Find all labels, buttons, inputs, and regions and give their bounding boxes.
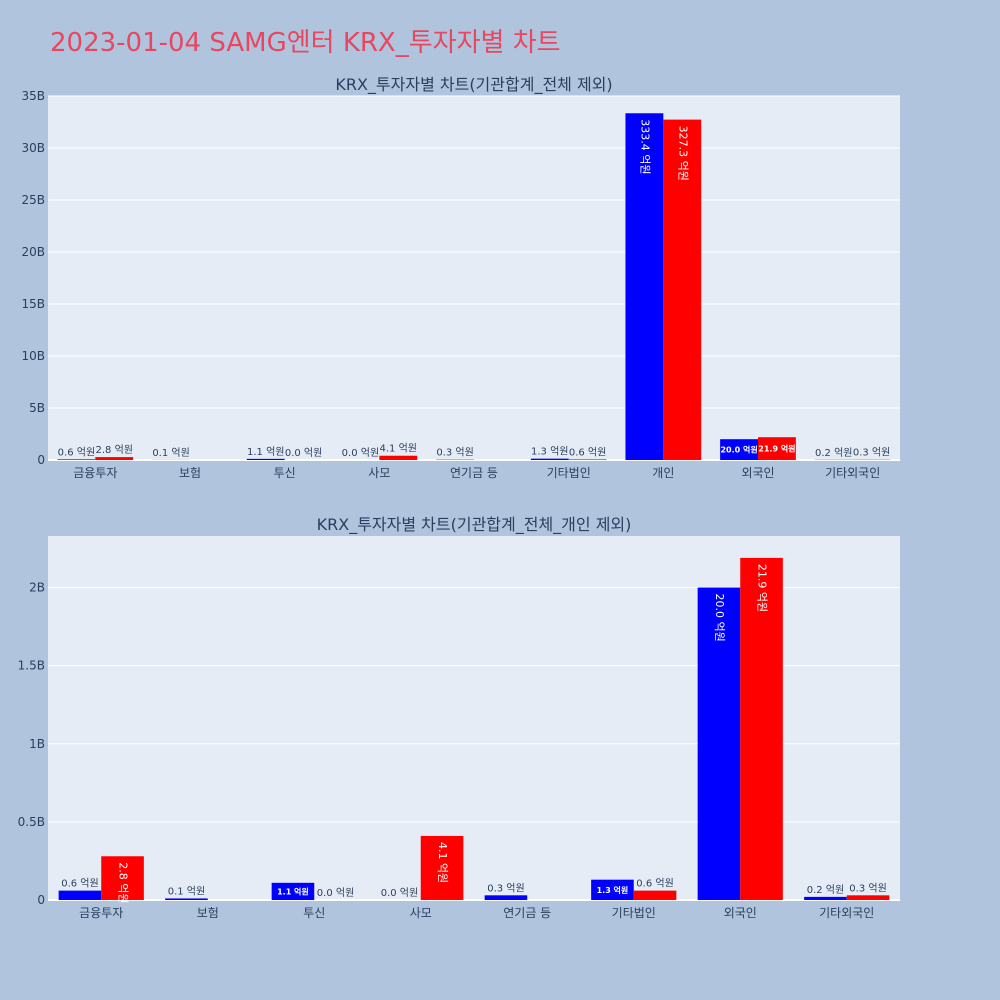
bar xyxy=(697,587,741,900)
chart-title: KRX_투자자별 차트(기관합계_전체_개인 제외) xyxy=(317,515,632,535)
y-tick-label: 30B xyxy=(21,141,45,155)
bar xyxy=(633,890,677,900)
y-tick-label: 0 xyxy=(37,453,45,467)
y-tick-label: 20B xyxy=(21,245,45,259)
x-tick-label: 기타외국인 xyxy=(825,466,880,480)
x-tick-label: 보험 xyxy=(179,466,201,480)
y-tick-label: 1.5B xyxy=(18,659,45,673)
data-label: 21.9 억원 xyxy=(756,564,769,612)
x-tick-label: 사모 xyxy=(410,906,432,920)
data-label: 0.6 억원 xyxy=(61,878,98,890)
y-tick-label: 0.5B xyxy=(18,815,45,829)
data-label: 0.0 억원 xyxy=(381,887,418,899)
data-label: 4.1 억원 xyxy=(436,842,449,883)
y-tick-label: 2B xyxy=(29,581,45,595)
y-tick-label: 10B xyxy=(21,349,45,363)
y-tick-label: 0 xyxy=(37,893,45,907)
data-label: 0.1 억원 xyxy=(168,885,205,897)
y-tick-label: 25B xyxy=(21,193,45,207)
data-label: 2.8 억원 xyxy=(96,444,133,456)
x-tick-label: 외국인 xyxy=(724,906,757,920)
bar xyxy=(591,879,634,900)
bar xyxy=(57,459,96,460)
x-tick-label: 투신 xyxy=(303,906,325,920)
x-tick-label: 개인 xyxy=(652,466,674,480)
data-label: 20.0 억원 xyxy=(720,445,757,455)
bar xyxy=(484,895,528,900)
data-label: 21.9 억원 xyxy=(758,444,795,454)
data-label: 1.1 억원 xyxy=(247,446,284,458)
data-label: 0.2 억원 xyxy=(815,447,852,459)
y-tick-label: 15B xyxy=(21,297,45,311)
x-tick-label: 사모 xyxy=(368,466,390,480)
data-label: 1.1 억원 xyxy=(277,886,309,896)
bar xyxy=(165,898,208,900)
bar xyxy=(740,557,783,900)
data-label: 327.3 억원 xyxy=(676,126,689,181)
data-label: 0.3 억원 xyxy=(436,447,473,459)
investor-chart-excl-individual: 0 0.5B 1B 1.5B 2B KRX_투자자별 차트(기관합계_전체_개인 제외) 금… xyxy=(18,515,900,920)
data-label: 20.0 억원 xyxy=(713,594,726,642)
x-tick-label: 보험 xyxy=(197,906,219,920)
bar xyxy=(530,458,569,460)
plot-area xyxy=(48,96,900,460)
bar xyxy=(663,119,702,460)
bar xyxy=(58,890,102,900)
bar xyxy=(379,455,418,460)
x-tick-label: 금융투자 xyxy=(73,466,117,480)
data-label: 1.3 억원 xyxy=(531,446,568,458)
bar xyxy=(625,113,664,460)
data-label: 1.3 억원 xyxy=(597,885,629,895)
data-label: 0.0 억원 xyxy=(317,887,354,899)
data-label: 0.6 억원 xyxy=(569,446,606,458)
data-label: 0.3 억원 xyxy=(487,882,524,894)
x-tick-label: 기타법인 xyxy=(612,906,656,920)
data-label: 4.1 억원 xyxy=(380,443,417,455)
y-tick-label: 1B xyxy=(29,737,45,751)
investor-chart-all: 0 5B 10B 15B 20B 25B 30B 35B KRX_투자자별 차트(기관합계_전체… xyxy=(21,75,900,480)
y-tick-label: 35B xyxy=(21,89,45,103)
bar xyxy=(95,457,134,460)
bar xyxy=(720,439,758,460)
x-tick-label: 외국인 xyxy=(741,466,774,480)
bar xyxy=(101,856,144,900)
data-label: 0.0 억원 xyxy=(342,447,379,459)
bar xyxy=(846,895,890,900)
x-tick-label: 연기금 등 xyxy=(450,466,498,480)
data-label: 0.6 억원 xyxy=(58,446,95,458)
page-title: 2023-01-04 SAMG엔터 KRX_투자자별 차트 xyxy=(50,28,561,58)
data-label: 2.8 억원 xyxy=(117,862,130,903)
bar xyxy=(420,835,464,900)
x-tick-label: 투신 xyxy=(274,466,296,480)
x-tick-label: 금융투자 xyxy=(79,906,123,920)
bar xyxy=(271,882,315,900)
data-label: 0.3 억원 xyxy=(853,447,890,459)
bar xyxy=(758,437,796,460)
bar xyxy=(568,459,607,460)
chart-title: KRX_투자자별 차트(기관합계_전체 제외) xyxy=(335,75,612,95)
x-tick-label: 기타외국인 xyxy=(819,906,874,920)
bar xyxy=(804,896,847,900)
data-label: 0.2 억원 xyxy=(807,884,844,896)
x-tick-label: 연기금 등 xyxy=(503,906,551,920)
data-label: 0.0 억원 xyxy=(285,447,322,459)
x-tick-label: 기타법인 xyxy=(547,466,591,480)
data-label: 0.6 억원 xyxy=(636,878,673,890)
data-label: 0.1 억원 xyxy=(152,447,189,459)
bar xyxy=(246,458,285,460)
data-label: 333.4 억원 xyxy=(638,119,651,174)
y-tick-label: 5B xyxy=(29,401,45,415)
data-label: 0.3 억원 xyxy=(849,882,886,894)
